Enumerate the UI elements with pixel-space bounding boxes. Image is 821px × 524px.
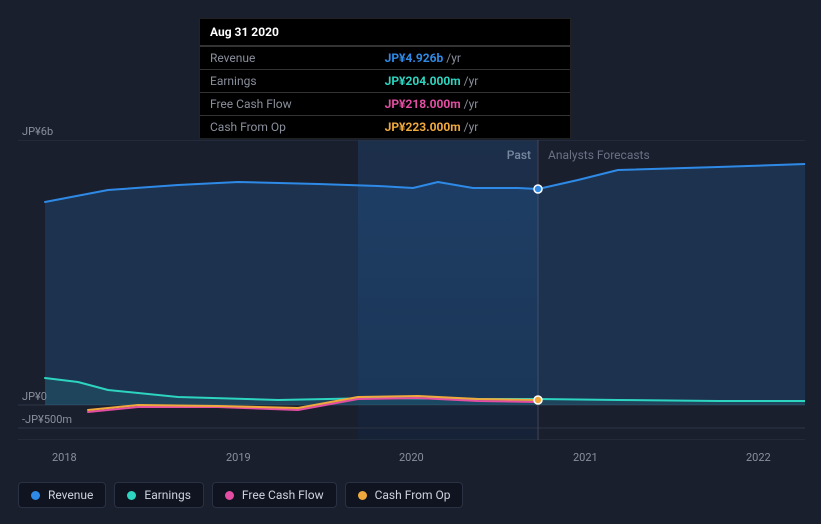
tooltip-row: Cash From OpJP¥223.000m/yr bbox=[200, 116, 570, 139]
tooltip-date: Aug 31 2020 bbox=[200, 19, 570, 46]
tooltip-metric-label: Earnings bbox=[200, 70, 375, 93]
tooltip-metric-label: Free Cash Flow bbox=[200, 93, 375, 116]
legend-item-cfo[interactable]: Cash From Op bbox=[345, 482, 464, 508]
tooltip-metric-value: JP¥223.000m/yr bbox=[375, 116, 570, 139]
legend-label: Free Cash Flow bbox=[242, 488, 324, 502]
y-axis-label: JP¥6b bbox=[22, 125, 53, 138]
tooltip-metric-label: Cash From Op bbox=[200, 116, 375, 139]
x-axis-label: 2019 bbox=[226, 451, 251, 464]
x-axis-label: 2020 bbox=[399, 451, 424, 464]
tooltip-metric-value: JP¥218.000m/yr bbox=[375, 93, 570, 116]
tooltip-row: EarningsJP¥204.000m/yr bbox=[200, 70, 570, 93]
legend-dot-icon bbox=[225, 491, 234, 500]
legend-label: Earnings bbox=[144, 488, 191, 502]
legend-dot-icon bbox=[31, 491, 40, 500]
legend-label: Revenue bbox=[48, 488, 93, 502]
tooltip-row: Free Cash FlowJP¥218.000m/yr bbox=[200, 93, 570, 116]
hover-tooltip: Aug 31 2020 RevenueJP¥4.926b/yrEarningsJ… bbox=[199, 18, 571, 139]
legend-dot-icon bbox=[358, 491, 367, 500]
x-axis-label: 2022 bbox=[746, 451, 771, 464]
tooltip-metric-label: Revenue bbox=[200, 47, 375, 70]
legend: Revenue Earnings Free Cash Flow Cash From O… bbox=[18, 482, 463, 508]
legend-item-earnings[interactable]: Earnings bbox=[114, 482, 204, 508]
legend-dot-icon bbox=[127, 491, 136, 500]
legend-label: Cash From Op bbox=[375, 488, 451, 502]
chart[interactable] bbox=[18, 140, 805, 440]
legend-item-revenue[interactable]: Revenue bbox=[18, 482, 106, 508]
tooltip-metric-value: JP¥4.926b/yr bbox=[375, 47, 570, 70]
x-axis-label: 2018 bbox=[52, 451, 77, 464]
x-axis-label: 2021 bbox=[573, 451, 598, 464]
legend-item-fcf[interactable]: Free Cash Flow bbox=[212, 482, 337, 508]
tooltip-row: RevenueJP¥4.926b/yr bbox=[200, 47, 570, 70]
tooltip-metric-value: JP¥204.000m/yr bbox=[375, 70, 570, 93]
tooltip-table: RevenueJP¥4.926b/yrEarningsJP¥204.000m/y… bbox=[200, 46, 570, 138]
